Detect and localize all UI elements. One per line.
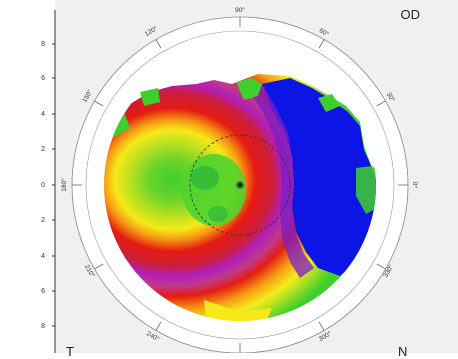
angle-label: 90° bbox=[235, 6, 245, 14]
axis-tick-label: 4 bbox=[41, 111, 45, 118]
axis-tick-label: 2 bbox=[41, 217, 45, 224]
pupil-boundary bbox=[189, 134, 291, 236]
angle-label: 180° bbox=[60, 178, 68, 192]
angle-label: 0° bbox=[411, 182, 419, 189]
topography-map bbox=[104, 50, 376, 321]
nasal-label: N bbox=[398, 344, 408, 359]
axis-tick-label: 6 bbox=[41, 288, 45, 295]
temporal-label: T bbox=[66, 344, 74, 359]
axis-tick-label: 8 bbox=[41, 323, 45, 330]
axis-tick-label: 6 bbox=[41, 75, 45, 82]
axis-tick-label: 8 bbox=[41, 41, 45, 48]
vertical-axis: 8 6 4 2 0 2 4 6 8 bbox=[41, 10, 56, 353]
eye-label: OD bbox=[400, 7, 421, 22]
axis-tick-label: 2 bbox=[41, 146, 45, 153]
axis-tick-label: 4 bbox=[41, 253, 45, 260]
axis-tick-label: 0 bbox=[41, 182, 45, 189]
vertex-marker bbox=[236, 181, 244, 189]
